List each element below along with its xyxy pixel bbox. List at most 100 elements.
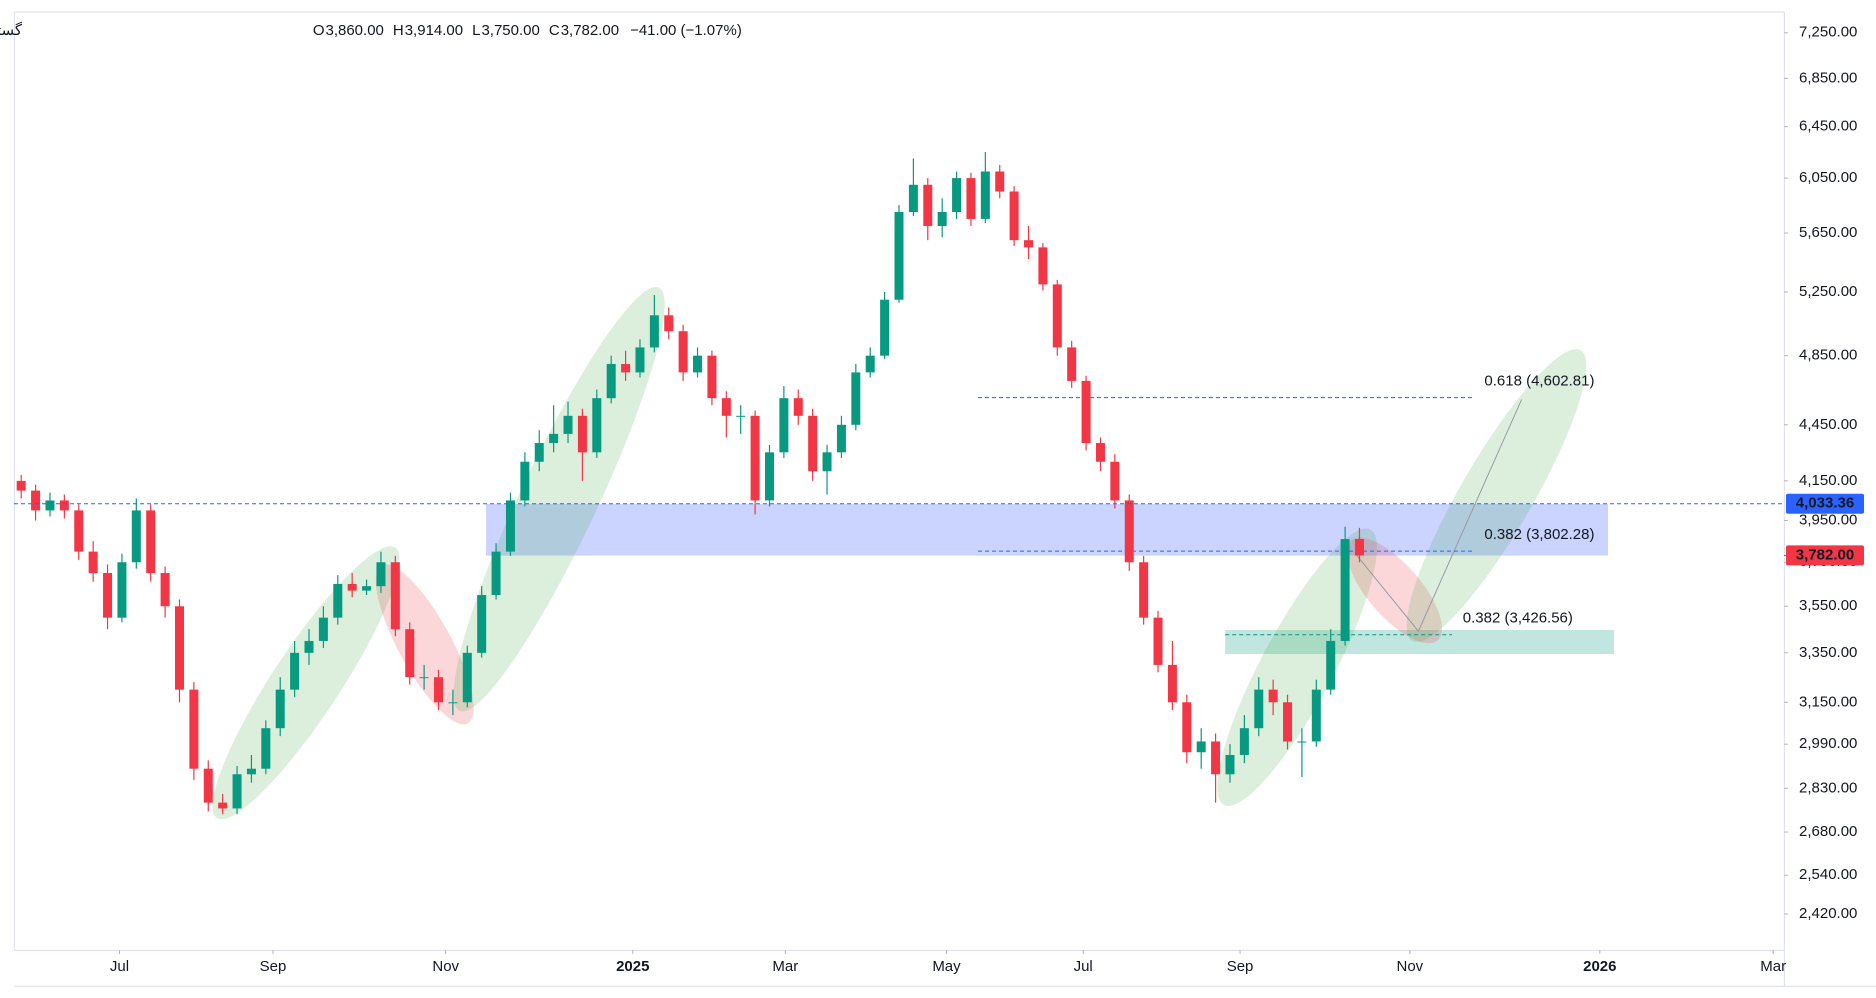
x-tick-label: Nov: [432, 958, 459, 975]
legend-value: 3,914.00: [405, 22, 463, 39]
candle-body: [405, 629, 415, 678]
candle-body: [434, 677, 444, 703]
wave-ellipse: [212, 546, 400, 820]
candle-body: [318, 617, 328, 641]
candle-body: [1239, 728, 1249, 755]
candle-body: [275, 689, 285, 729]
legend-key: H: [393, 22, 404, 39]
wave-ellipse: [375, 564, 474, 725]
fib-label: 0.618 (4,602.81): [1484, 373, 1594, 390]
zone-teal: [1225, 630, 1615, 654]
candle-body: [779, 398, 789, 453]
x-tick-label: Jul: [110, 958, 129, 975]
candle-body: [1009, 191, 1019, 241]
legend-value: 3,750.00: [481, 22, 539, 39]
y-tick-label: 7,250.00: [1799, 24, 1857, 41]
candle-body: [505, 500, 515, 552]
fib-label: 0.382 (3,802.28): [1484, 526, 1594, 543]
candle-body: [246, 768, 256, 775]
candle-body: [635, 347, 645, 373]
candle-body: [88, 551, 98, 574]
candle-body: [1211, 741, 1221, 775]
candle-body: [592, 398, 602, 453]
candle-body: [606, 363, 616, 399]
candle-body: [1110, 461, 1120, 501]
price-tag-label: 3,782.00: [1796, 546, 1854, 563]
candle-body: [549, 433, 559, 444]
wave-ellipse: [1406, 349, 1587, 643]
candle-body: [218, 802, 228, 809]
candle-body: [203, 768, 213, 803]
y-tick-label: 2,990.00: [1799, 735, 1857, 752]
x-tick-label: Mar: [772, 958, 798, 975]
candle-body: [189, 689, 199, 769]
candle-body: [1139, 562, 1149, 618]
candle-body: [707, 355, 717, 399]
candle-body: [563, 415, 573, 434]
price-tag-label: 4,033.36: [1796, 495, 1854, 512]
x-tick-label: Sep: [1227, 958, 1254, 975]
candle-body: [937, 211, 947, 226]
candle-body: [836, 424, 846, 453]
candle-body: [980, 171, 990, 219]
candle-body: [1268, 689, 1278, 703]
candle-body: [31, 490, 41, 511]
candle-body: [16, 480, 26, 491]
zone-blue: [486, 504, 1609, 556]
legend-change: −41.00 (−1.07%): [630, 22, 742, 39]
candle-body: [764, 452, 774, 501]
candle-body: [117, 562, 127, 618]
y-tick-label: 4,150.00: [1799, 472, 1857, 489]
y-tick-label: 2,420.00: [1799, 905, 1857, 922]
candle-body: [880, 299, 890, 356]
y-tick-label: 6,850.00: [1799, 69, 1857, 86]
candle-body: [577, 415, 587, 453]
candle-body: [1153, 617, 1163, 665]
candle-body: [1124, 500, 1134, 563]
candle-body: [894, 211, 904, 300]
candle-body: [851, 372, 861, 425]
candle-body: [146, 510, 156, 574]
candle-body: [304, 640, 314, 653]
candle-body: [261, 728, 271, 769]
wave-ellipse: [1217, 528, 1378, 806]
candle-body: [520, 461, 530, 501]
candle-body: [1052, 284, 1062, 348]
candle-body: [649, 315, 659, 348]
legend: گسترش‌سرمایه‌گذاری‌ایران‌خودرو, 1D, بورس: [0, 21, 23, 39]
y-tick-label: 5,650.00: [1799, 224, 1857, 241]
candle-body: [347, 583, 357, 591]
y-tick-label: 2,540.00: [1799, 866, 1857, 883]
candle-body: [865, 355, 875, 373]
candle-body: [664, 315, 674, 332]
candle-body: [995, 171, 1005, 192]
x-tick-label: Sep: [260, 958, 287, 975]
candle-body: [966, 178, 976, 219]
y-tick-label: 4,850.00: [1799, 347, 1857, 364]
candle-body: [793, 398, 803, 416]
candle-body: [174, 606, 184, 690]
candle-body: [808, 415, 818, 472]
fib-label: 0.382 (3,426.56): [1463, 610, 1573, 627]
candle-body: [333, 583, 343, 618]
y-tick-label: 3,150.00: [1799, 693, 1857, 710]
candle-body: [1326, 640, 1336, 690]
candle-body: [376, 562, 386, 587]
candle-body: [1038, 247, 1048, 285]
candle-body: [736, 415, 746, 417]
candle-body: [1081, 380, 1091, 444]
legend-key: C: [549, 22, 560, 39]
candle-body: [462, 652, 472, 703]
candle-body: [693, 355, 703, 373]
candle-body: [362, 586, 372, 591]
candle-body: [621, 363, 631, 373]
wave-ellipse: [1346, 537, 1443, 644]
candle-body: [103, 573, 113, 618]
candle-body: [750, 415, 760, 501]
x-tick-label: 2025: [616, 958, 649, 975]
candle-body: [1225, 754, 1235, 775]
candle-body: [477, 595, 487, 653]
projection-line: [1355, 399, 1523, 633]
